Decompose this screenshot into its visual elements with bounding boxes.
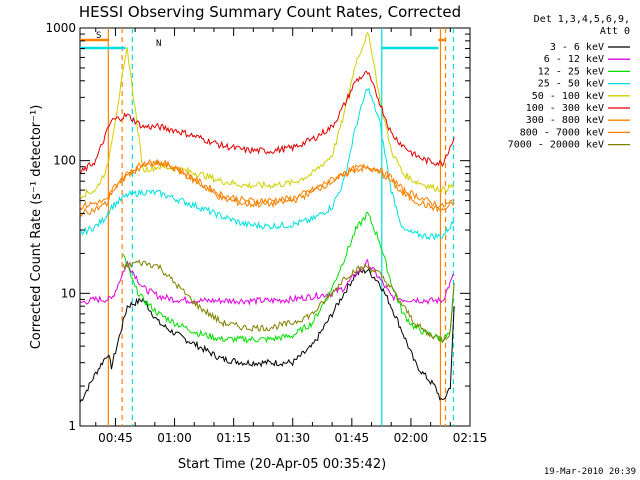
y-tick-label-2: 100 bbox=[53, 154, 76, 168]
series-line-7 bbox=[79, 159, 455, 218]
series-line-4 bbox=[79, 31, 455, 199]
y-tick-label-1: 10 bbox=[61, 286, 76, 300]
legend-label-1: 6 - 12 keV bbox=[544, 54, 604, 65]
chart-title: HESSI Observing Summary Count Rates, Cor… bbox=[79, 3, 461, 21]
legend-label-8: 7000 - 20000 keV bbox=[508, 140, 604, 151]
x-tick-label-6: 02:15 bbox=[453, 431, 488, 445]
legend-label-4: 50 - 100 keV bbox=[532, 91, 604, 102]
footer-date: 19-Mar-2010 20:39 bbox=[544, 467, 636, 477]
series-line-2 bbox=[122, 211, 455, 344]
legend-label-7: 800 - 7000 keV bbox=[520, 127, 604, 138]
legend-header-1: Att 0 bbox=[600, 26, 630, 37]
x-tick-label-1: 01:00 bbox=[157, 431, 192, 445]
series-line-1 bbox=[79, 258, 455, 306]
x-tick-label-2: 01:15 bbox=[216, 431, 251, 445]
legend-label-2: 12 - 25 keV bbox=[538, 66, 604, 77]
x-tick-label-3: 01:30 bbox=[275, 431, 310, 445]
series-line-5 bbox=[79, 70, 455, 174]
plot-frame bbox=[79, 27, 471, 427]
y-axis-label: Corrected Count Rate (s⁻¹ detector⁻¹) bbox=[29, 105, 44, 350]
legend-label-3: 25 - 50 keV bbox=[538, 79, 604, 90]
axes: 00:45 01:00 01:15 01:30 01:45 02:00 02:15 1 10 10… bbox=[45, 21, 487, 445]
x-tick-label-5: 02:00 bbox=[394, 431, 429, 445]
x-tick-label-0: 00:45 bbox=[98, 431, 133, 445]
x-axis-label: Start Time (20-Apr-05 00:35:42) bbox=[178, 457, 386, 472]
y-tick-label-3: 1000 bbox=[45, 21, 76, 35]
flag-s-label: S bbox=[96, 31, 101, 41]
series-lines bbox=[79, 31, 455, 403]
flag-bars: SN bbox=[80, 31, 446, 50]
y-tick-label-0: 1 bbox=[68, 419, 76, 433]
x-tick-label-4: 01:45 bbox=[335, 431, 370, 445]
legend-label-0: 3 - 6 keV bbox=[550, 42, 604, 53]
series-line-8 bbox=[122, 259, 455, 343]
legend-header-0: Det 1,3,4,5,6,9, bbox=[534, 14, 630, 25]
legend-label-6: 300 - 800 keV bbox=[526, 115, 604, 126]
legend-label-5: 100 - 300 keV bbox=[526, 103, 604, 114]
series-line-0 bbox=[79, 267, 455, 403]
series-line-3 bbox=[79, 87, 455, 241]
flag-n-label: N bbox=[156, 39, 161, 49]
